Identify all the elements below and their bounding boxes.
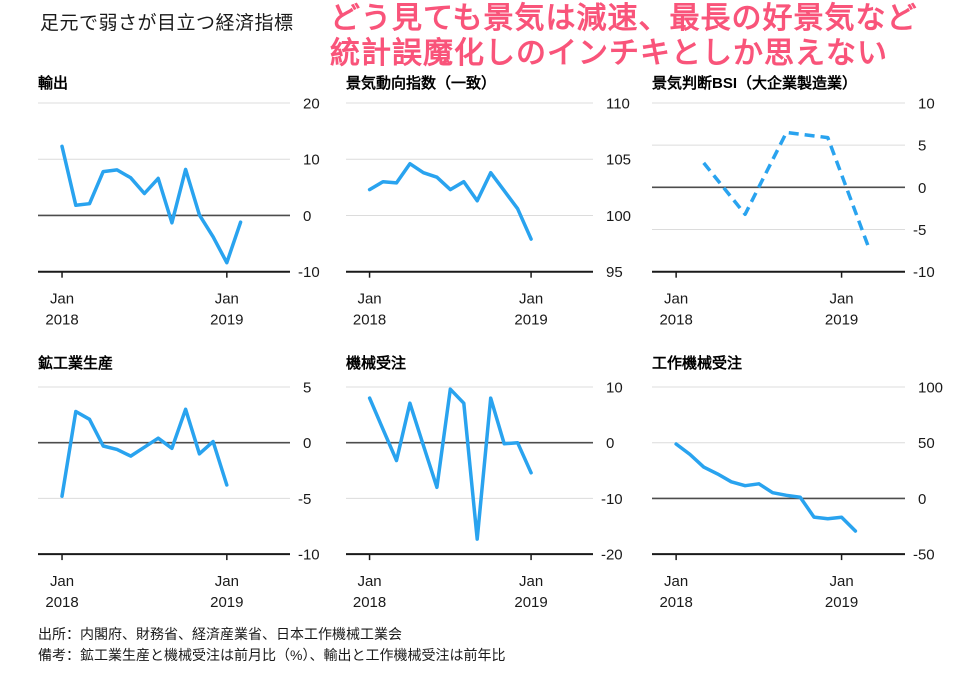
- svg-text:Jan: Jan: [664, 291, 688, 308]
- svg-text:5: 5: [918, 138, 926, 155]
- chart-title-exports: 輸出: [38, 75, 69, 92]
- svg-text:2018: 2018: [659, 594, 692, 611]
- svg-text:Jan: Jan: [519, 291, 543, 308]
- svg-text:110: 110: [606, 95, 630, 112]
- svg-text:2019: 2019: [825, 594, 858, 611]
- svg-text:-10: -10: [298, 546, 320, 563]
- svg-text:Jan: Jan: [357, 573, 381, 590]
- svg-text:10: 10: [303, 152, 320, 169]
- svg-text:-5: -5: [298, 491, 311, 508]
- svg-text:2018: 2018: [353, 312, 386, 329]
- svg-text:0: 0: [918, 491, 926, 508]
- svg-text:Jan: Jan: [829, 291, 853, 308]
- svg-text:2019: 2019: [514, 312, 547, 329]
- svg-text:2018: 2018: [45, 594, 78, 611]
- svg-text:0: 0: [918, 180, 926, 197]
- annotation-line-1: どう見ても景気は減速、最長の好景気など: [330, 2, 918, 35]
- svg-text:-10: -10: [601, 491, 623, 508]
- remark-note: 備考：鉱工業生産と機械受注は前月比（%）、輸出と工作機械受注は前年比: [38, 647, 506, 663]
- svg-text:2019: 2019: [210, 594, 243, 611]
- svg-text:-10: -10: [298, 264, 320, 281]
- source-note: 出所：内閣府、財務省、経済産業省、日本工作機械工業会: [38, 626, 402, 642]
- svg-text:100: 100: [606, 208, 631, 225]
- svg-text:Jan: Jan: [215, 573, 239, 590]
- svg-text:-5: -5: [913, 222, 926, 239]
- industrial-production-chart: 5 0 -5 -10 Jan 2018 Jan 2019: [38, 379, 320, 611]
- annotation-overlay: どう見ても景気は減速、最長の好景気など 統計誤魔化しのインチキとしか思えない: [330, 1, 918, 71]
- coincident-index-chart: 110 105 100 95 Jan 2018 Jan 2019: [346, 95, 631, 329]
- svg-text:10: 10: [918, 95, 935, 112]
- chart-title-machine-tool-orders: 工作機械受注: [652, 355, 743, 372]
- svg-text:Jan: Jan: [215, 291, 239, 308]
- machine-tool-orders-chart: 100 50 0 -50 Jan 2018 Jan 2019: [652, 379, 943, 611]
- svg-text:0: 0: [606, 435, 614, 452]
- machinery-orders-chart: 10 0 -10 -20 Jan 2018 Jan 2019: [346, 379, 623, 611]
- svg-text:-50: -50: [913, 546, 935, 563]
- svg-text:0: 0: [303, 435, 311, 452]
- chart-title-machinery-orders: 機械受注: [346, 355, 407, 372]
- exports-chart: 20 10 0 -10 Jan 2018 Jan 2019: [38, 95, 320, 329]
- svg-text:2019: 2019: [514, 594, 547, 611]
- page-title: 足元で弱さが目立つ経済指標: [40, 13, 294, 34]
- svg-text:50: 50: [918, 435, 935, 452]
- svg-text:2019: 2019: [825, 312, 858, 329]
- svg-text:-10: -10: [913, 264, 935, 281]
- svg-text:2018: 2018: [45, 312, 78, 329]
- chart-title-industrial-production: 鉱工業生産: [38, 355, 114, 372]
- svg-text:Jan: Jan: [519, 573, 543, 590]
- svg-text:2019: 2019: [210, 312, 243, 329]
- svg-text:-20: -20: [601, 546, 623, 563]
- svg-text:5: 5: [303, 379, 311, 396]
- svg-text:Jan: Jan: [829, 573, 853, 590]
- chart-title-coincident-index: 景気動向指数（一致）: [346, 75, 497, 92]
- svg-text:2018: 2018: [659, 312, 692, 329]
- svg-text:Jan: Jan: [50, 573, 74, 590]
- svg-text:10: 10: [606, 379, 623, 396]
- svg-text:20: 20: [303, 95, 320, 112]
- svg-text:2018: 2018: [353, 594, 386, 611]
- bsi-chart: 10 5 0 -5 -10 Jan 2018 Jan 2019: [652, 95, 935, 329]
- svg-text:105: 105: [606, 152, 631, 169]
- annotation-line-2: 統計誤魔化しのインチキとしか思えない: [330, 37, 888, 70]
- svg-text:100: 100: [918, 379, 943, 396]
- chart-title-bsi: 景気判断BSI（大企業製造業）: [652, 75, 858, 92]
- svg-text:Jan: Jan: [664, 573, 688, 590]
- svg-text:Jan: Jan: [357, 291, 381, 308]
- svg-text:0: 0: [303, 208, 311, 225]
- svg-text:95: 95: [606, 264, 623, 281]
- svg-text:Jan: Jan: [50, 291, 74, 308]
